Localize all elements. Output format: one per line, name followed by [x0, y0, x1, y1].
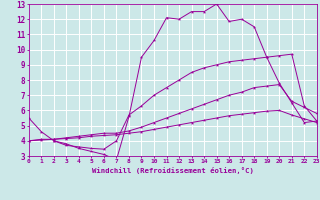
X-axis label: Windchill (Refroidissement éolien,°C): Windchill (Refroidissement éolien,°C)	[92, 167, 254, 174]
